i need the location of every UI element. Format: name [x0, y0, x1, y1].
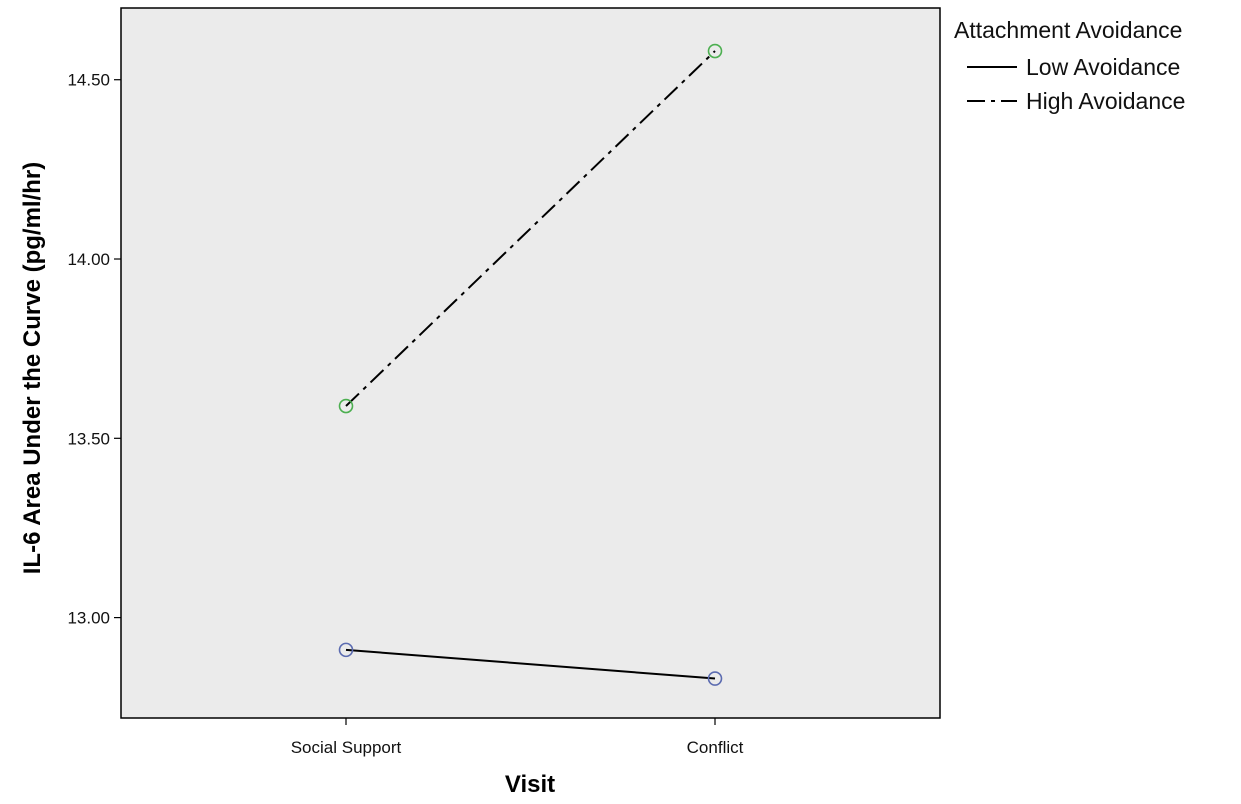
y-tick-label: 14.00: [67, 250, 110, 269]
legend-label-low-avoidance: Low Avoidance: [1026, 54, 1180, 80]
y-axis-title: IL-6 Area Under the Curve (pg/ml/hr): [19, 162, 46, 575]
legend: Attachment Avoidance Low Avoidance High …: [954, 17, 1185, 114]
x-tick-label: Conflict: [687, 738, 744, 757]
x-axis-title: Visit: [505, 771, 555, 798]
y-tick-label: 13.00: [67, 609, 110, 628]
x-tick-label: Social Support: [291, 738, 402, 757]
legend-title: Attachment Avoidance: [954, 17, 1182, 43]
y-tick-label: 13.50: [67, 429, 110, 448]
legend-label-high-avoidance: High Avoidance: [1026, 88, 1185, 114]
legend-item-low-avoidance: Low Avoidance: [967, 54, 1180, 80]
x-axis: Social Support Conflict: [291, 718, 744, 757]
y-tick-label: 14.50: [67, 71, 110, 90]
plot-area: [121, 8, 940, 718]
legend-item-high-avoidance: High Avoidance: [967, 88, 1185, 114]
y-axis: 13.00 13.50 14.00 14.50: [67, 71, 121, 628]
